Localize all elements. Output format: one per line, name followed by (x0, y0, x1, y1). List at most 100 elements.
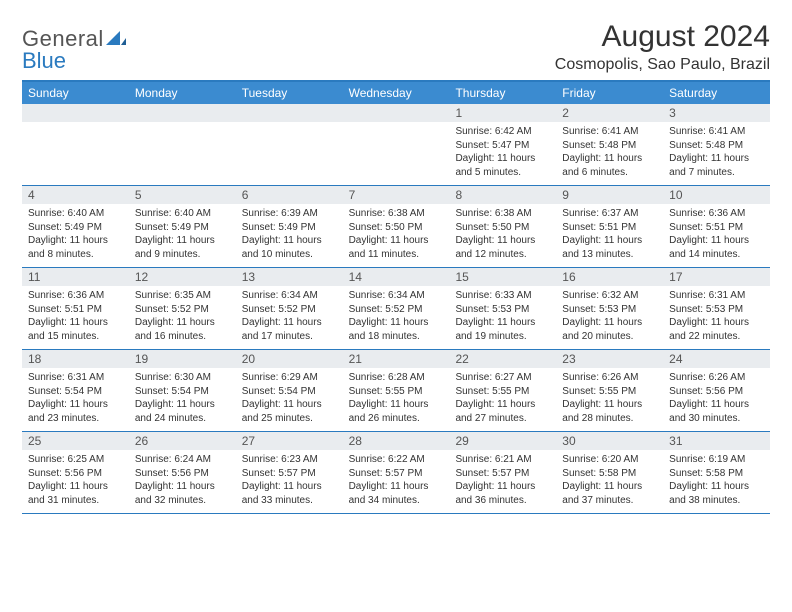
day-number: 11 (22, 268, 129, 286)
sunset-text: Sunset: 5:56 PM (135, 467, 230, 481)
day-detail: Sunrise: 6:27 AMSunset: 5:55 PMDaylight:… (449, 368, 556, 431)
sunrise-text: Sunrise: 6:40 AM (28, 207, 123, 221)
day-number: 31 (663, 432, 770, 450)
day-number: 4 (22, 186, 129, 204)
day-detail: Sunrise: 6:35 AMSunset: 5:52 PMDaylight:… (129, 286, 236, 349)
day-number: 9 (556, 186, 663, 204)
day-number: 5 (129, 186, 236, 204)
location-subtitle: Cosmopolis, Sao Paulo, Brazil (555, 56, 770, 74)
day-number: 28 (343, 432, 450, 450)
day-detail: Sunrise: 6:40 AMSunset: 5:49 PMDaylight:… (129, 204, 236, 267)
day-number: 20 (236, 350, 343, 368)
daylight-text-2: and 38 minutes. (669, 494, 764, 508)
day-detail (236, 122, 343, 185)
sunset-text: Sunset: 5:58 PM (669, 467, 764, 481)
daylight-text-2: and 23 minutes. (28, 412, 123, 426)
day-number: 6 (236, 186, 343, 204)
day-detail: Sunrise: 6:24 AMSunset: 5:56 PMDaylight:… (129, 450, 236, 513)
sunrise-text: Sunrise: 6:35 AM (135, 289, 230, 303)
daylight-text-1: Daylight: 11 hours (455, 316, 550, 330)
sunset-text: Sunset: 5:53 PM (455, 303, 550, 317)
daylight-text-1: Daylight: 11 hours (669, 234, 764, 248)
sunrise-text: Sunrise: 6:36 AM (669, 207, 764, 221)
detail-row: Sunrise: 6:25 AMSunset: 5:56 PMDaylight:… (22, 450, 770, 513)
day-detail: Sunrise: 6:39 AMSunset: 5:49 PMDaylight:… (236, 204, 343, 267)
day-number: 24 (663, 350, 770, 368)
sunset-text: Sunset: 5:52 PM (349, 303, 444, 317)
sunset-text: Sunset: 5:53 PM (562, 303, 657, 317)
sunrise-text: Sunrise: 6:34 AM (349, 289, 444, 303)
sunset-text: Sunset: 5:50 PM (455, 221, 550, 235)
detail-row: Sunrise: 6:36 AMSunset: 5:51 PMDaylight:… (22, 286, 770, 349)
sunrise-text: Sunrise: 6:41 AM (669, 125, 764, 139)
day-number: 16 (556, 268, 663, 286)
sunrise-text: Sunrise: 6:38 AM (455, 207, 550, 221)
day-number: 15 (449, 268, 556, 286)
daylight-text-1: Daylight: 11 hours (562, 234, 657, 248)
day-detail: Sunrise: 6:38 AMSunset: 5:50 PMDaylight:… (449, 204, 556, 267)
sunrise-text: Sunrise: 6:33 AM (455, 289, 550, 303)
sunset-text: Sunset: 5:55 PM (562, 385, 657, 399)
sunrise-text: Sunrise: 6:25 AM (28, 453, 123, 467)
daylight-text-1: Daylight: 11 hours (455, 234, 550, 248)
sunset-text: Sunset: 5:51 PM (669, 221, 764, 235)
day-number: 13 (236, 268, 343, 286)
day-detail: Sunrise: 6:21 AMSunset: 5:57 PMDaylight:… (449, 450, 556, 513)
day-detail: Sunrise: 6:26 AMSunset: 5:56 PMDaylight:… (663, 368, 770, 431)
daylight-text-1: Daylight: 11 hours (349, 234, 444, 248)
daylight-text-1: Daylight: 11 hours (349, 398, 444, 412)
day-detail: Sunrise: 6:38 AMSunset: 5:50 PMDaylight:… (343, 204, 450, 267)
day-number: 17 (663, 268, 770, 286)
sunrise-text: Sunrise: 6:22 AM (349, 453, 444, 467)
daylight-text-1: Daylight: 11 hours (28, 234, 123, 248)
day-number: 30 (556, 432, 663, 450)
daynum-row: 25262728293031 (22, 432, 770, 450)
day-detail (343, 122, 450, 185)
sunrise-text: Sunrise: 6:21 AM (455, 453, 550, 467)
sunrise-text: Sunrise: 6:23 AM (242, 453, 337, 467)
sunset-text: Sunset: 5:54 PM (28, 385, 123, 399)
sunset-text: Sunset: 5:56 PM (28, 467, 123, 481)
day-detail: Sunrise: 6:34 AMSunset: 5:52 PMDaylight:… (343, 286, 450, 349)
daylight-text-2: and 19 minutes. (455, 330, 550, 344)
dow-friday: Friday (556, 82, 663, 104)
daylight-text-1: Daylight: 11 hours (242, 234, 337, 248)
sunset-text: Sunset: 5:55 PM (455, 385, 550, 399)
daylight-text-2: and 34 minutes. (349, 494, 444, 508)
day-detail: Sunrise: 6:36 AMSunset: 5:51 PMDaylight:… (663, 204, 770, 267)
sunrise-text: Sunrise: 6:24 AM (135, 453, 230, 467)
day-number: 8 (449, 186, 556, 204)
daylight-text-2: and 24 minutes. (135, 412, 230, 426)
day-detail: Sunrise: 6:41 AMSunset: 5:48 PMDaylight:… (556, 122, 663, 185)
sunset-text: Sunset: 5:58 PM (562, 467, 657, 481)
daylight-text-1: Daylight: 11 hours (562, 480, 657, 494)
daylight-text-2: and 22 minutes. (669, 330, 764, 344)
daylight-text-2: and 15 minutes. (28, 330, 123, 344)
sunset-text: Sunset: 5:54 PM (135, 385, 230, 399)
sunrise-text: Sunrise: 6:31 AM (669, 289, 764, 303)
weeks-container: 123Sunrise: 6:42 AMSunset: 5:47 PMDaylig… (22, 104, 770, 514)
daylight-text-2: and 16 minutes. (135, 330, 230, 344)
day-number (236, 104, 343, 122)
daylight-text-2: and 27 minutes. (455, 412, 550, 426)
day-detail: Sunrise: 6:41 AMSunset: 5:48 PMDaylight:… (663, 122, 770, 185)
day-number: 22 (449, 350, 556, 368)
day-detail: Sunrise: 6:23 AMSunset: 5:57 PMDaylight:… (236, 450, 343, 513)
day-number: 12 (129, 268, 236, 286)
daylight-text-1: Daylight: 11 hours (669, 398, 764, 412)
daylight-text-2: and 10 minutes. (242, 248, 337, 262)
sunset-text: Sunset: 5:51 PM (28, 303, 123, 317)
day-number: 27 (236, 432, 343, 450)
sunset-text: Sunset: 5:49 PM (135, 221, 230, 235)
daylight-text-2: and 32 minutes. (135, 494, 230, 508)
sunrise-text: Sunrise: 6:34 AM (242, 289, 337, 303)
sunrise-text: Sunrise: 6:31 AM (28, 371, 123, 385)
dow-wednesday: Wednesday (343, 82, 450, 104)
sunset-text: Sunset: 5:57 PM (455, 467, 550, 481)
sunset-text: Sunset: 5:49 PM (242, 221, 337, 235)
daylight-text-1: Daylight: 11 hours (669, 480, 764, 494)
day-detail: Sunrise: 6:42 AMSunset: 5:47 PMDaylight:… (449, 122, 556, 185)
daylight-text-2: and 8 minutes. (28, 248, 123, 262)
day-number (129, 104, 236, 122)
dow-saturday: Saturday (663, 82, 770, 104)
